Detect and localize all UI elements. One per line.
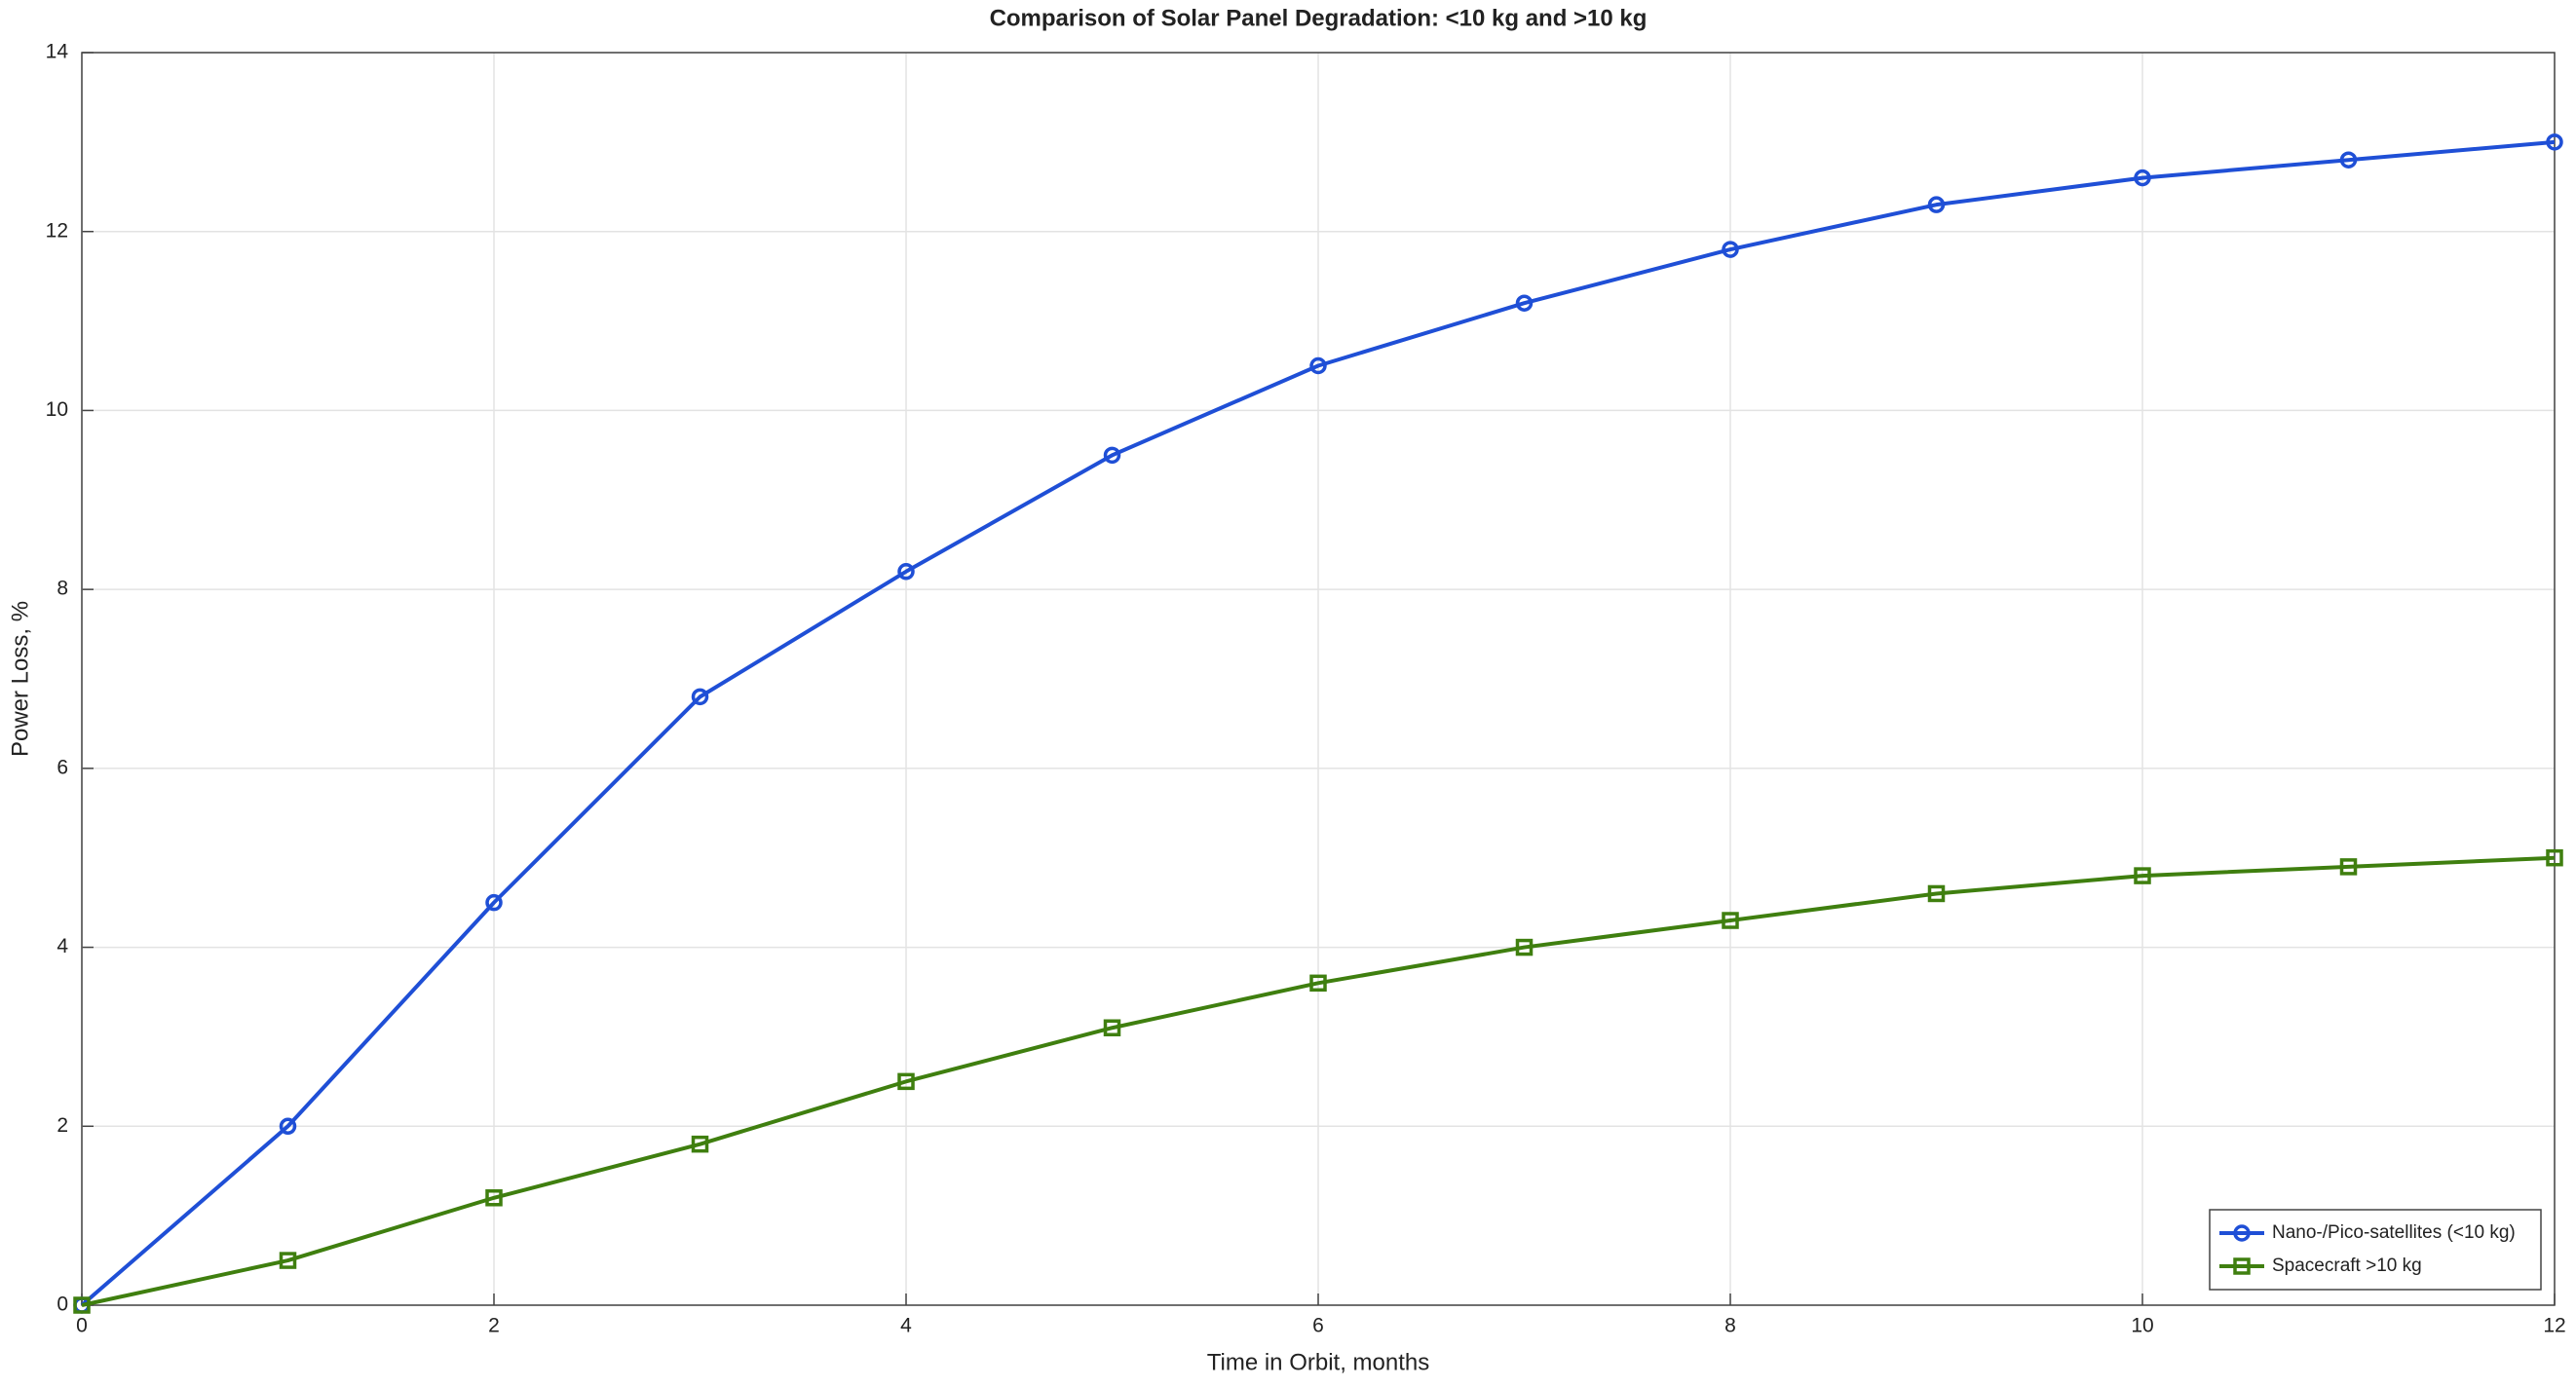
marker	[1515, 294, 1534, 312]
marker	[1515, 938, 1534, 956]
legend-label: Spacecraft >10 kg	[2272, 1256, 2422, 1276]
marker	[2233, 1257, 2251, 1275]
series-line	[80, 139, 2556, 1307]
x-tick-label: 10	[2131, 1315, 2153, 1337]
y-tick-label: 4	[57, 935, 68, 957]
marker	[1722, 241, 1739, 258]
y-tick-label: 14	[46, 41, 69, 63]
marker	[485, 893, 503, 912]
legend: Nano-/Pico-satellites (<10 kg) Spacecraft…	[2209, 1209, 2542, 1291]
y-tick-label: 0	[57, 1293, 68, 1316]
y-axis-label: Power Loss, %	[7, 601, 33, 757]
y-tick-label: 8	[57, 578, 68, 600]
marker	[1309, 356, 1327, 375]
marker	[2339, 151, 2358, 169]
marker	[1309, 974, 1327, 993]
marker	[2546, 133, 2563, 151]
marker	[73, 1296, 91, 1314]
marker	[279, 1117, 297, 1136]
marker	[897, 1072, 915, 1091]
marker	[897, 563, 915, 581]
legend-label: Nano-/Pico-satellites (<10 kg)	[2272, 1222, 2516, 1243]
x-tick-label: 0	[76, 1315, 88, 1337]
marker	[2233, 1224, 2251, 1242]
chart-title: Comparison of Solar Panel Degradation: <…	[990, 5, 1648, 31]
x-axis-label: Time in Orbit, months	[1207, 1349, 1430, 1375]
series-line	[81, 855, 2556, 1307]
marker	[279, 1252, 297, 1269]
marker	[1103, 1019, 1121, 1036]
marker	[1722, 912, 1739, 929]
legend-box	[2209, 1209, 2542, 1291]
marker	[2134, 867, 2151, 884]
marker	[1927, 196, 1946, 213]
x-tick-label: 4	[900, 1315, 912, 1337]
x-tick-label: 12	[2543, 1315, 2565, 1337]
x-tick-label: 6	[1312, 1315, 1324, 1337]
x-tick-label: 8	[1724, 1315, 1736, 1337]
marker	[1103, 446, 1121, 465]
y-tick-label: 12	[46, 219, 68, 242]
marker	[691, 688, 709, 706]
y-tick-label: 10	[46, 398, 68, 421]
marker	[2339, 858, 2358, 876]
y-tick-label: 2	[57, 1114, 68, 1137]
y-tick-label: 6	[57, 756, 68, 778]
marker	[1927, 884, 1946, 903]
marker	[2546, 848, 2563, 867]
plot-frame	[81, 52, 2556, 1306]
marker	[2134, 169, 2151, 187]
marker	[485, 1189, 503, 1207]
marker	[691, 1135, 709, 1153]
x-tick-label: 2	[488, 1315, 500, 1337]
